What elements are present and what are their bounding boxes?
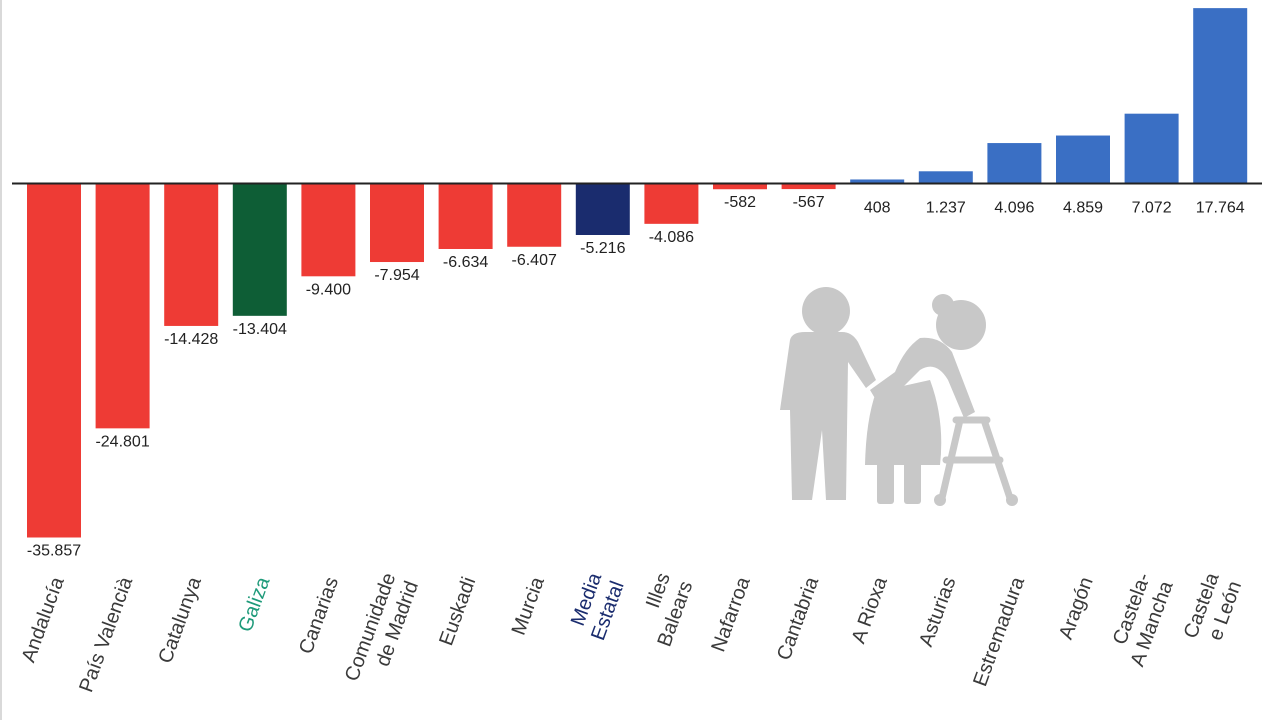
value-labels-group: -35.857 -24.801 -14.428 -13.404 -9.400 -7.954… <box>27 194 1245 559</box>
bar-value-label: -24.801 <box>95 433 149 450</box>
category-label: Asturias <box>915 574 960 649</box>
category-label: Catalunya <box>154 573 206 666</box>
bar-value-label: 408 <box>864 200 891 217</box>
category-label: Castelae León <box>1180 569 1247 649</box>
category-label-line: Andalucía <box>18 573 69 665</box>
bar <box>1056 135 1110 184</box>
category-label-line: País Valencià <box>75 573 137 695</box>
bar <box>575 183 630 235</box>
bar <box>438 183 493 249</box>
bar <box>1193 8 1248 184</box>
left-border <box>0 0 2 720</box>
bar <box>27 183 81 538</box>
category-label-line: Euskadi <box>435 574 480 648</box>
bar-value-label: 4.859 <box>1063 200 1103 217</box>
category-label: Galiza <box>234 573 274 635</box>
bar <box>232 183 287 316</box>
bars-group <box>27 8 1248 538</box>
category-label: Andalucía <box>18 573 69 665</box>
bar-value-label: -9.400 <box>306 281 351 298</box>
category-label-line: Aragón <box>1055 574 1098 642</box>
bar <box>507 183 562 247</box>
category-label-line: A Rioxa <box>848 573 893 646</box>
bar-value-label: 4.096 <box>994 200 1034 217</box>
bar-value-label: -35.857 <box>27 543 81 560</box>
category-label: Murcia <box>508 573 549 638</box>
category-label: Euskadi <box>435 574 480 648</box>
bar-value-label: -4.086 <box>649 229 694 246</box>
category-label: País Valencià <box>75 573 137 695</box>
bar <box>644 183 699 224</box>
category-label-line: Asturias <box>915 574 960 649</box>
bar-value-label: -6.407 <box>512 252 557 269</box>
bar-value-label: -5.216 <box>580 240 625 257</box>
category-label-line: Galiza <box>234 573 274 635</box>
bar-value-label: -7.954 <box>374 267 419 284</box>
bar <box>301 183 356 277</box>
category-label: Castela-A Mancha <box>1104 569 1178 669</box>
bar-value-label: -582 <box>724 194 756 211</box>
category-label-line: Nafarroa <box>707 573 755 654</box>
bar-value-label: -13.404 <box>233 321 287 338</box>
bar <box>918 171 973 184</box>
elderly-couple-walker-icon <box>780 287 1018 506</box>
bar <box>713 183 767 190</box>
category-label: A Rioxa <box>848 573 893 646</box>
category-label-line: Canarias <box>295 574 343 657</box>
bar <box>850 179 905 184</box>
category-label: Estremadura <box>969 573 1029 689</box>
category-label-line: Murcia <box>508 573 549 638</box>
category-label-line: Catalunya <box>154 573 206 666</box>
bar-value-label: 17.764 <box>1196 200 1245 217</box>
bar-value-label: -6.634 <box>443 254 488 271</box>
category-label-line: Cantabria <box>773 573 824 663</box>
bar <box>987 143 1042 184</box>
bar-value-label: 1.237 <box>926 200 966 217</box>
bar-value-label: -567 <box>793 194 825 211</box>
bar <box>370 183 424 263</box>
bar-value-label: 7.072 <box>1132 200 1172 217</box>
bar <box>1124 113 1179 184</box>
category-label: Aragón <box>1055 574 1098 642</box>
category-label-line: Estremadura <box>969 573 1029 689</box>
category-label: IllesBalears <box>631 570 697 649</box>
bar <box>781 183 836 190</box>
category-label: Cantabria <box>773 573 824 663</box>
bar-value-label: -14.428 <box>164 331 218 348</box>
category-label: MediaEstatal <box>565 569 629 643</box>
category-label: Canarias <box>295 574 343 657</box>
bar <box>95 183 150 429</box>
category-label: Comunidadede Madrid <box>341 570 423 692</box>
category-label: Nafarroa <box>707 573 755 654</box>
category-labels-group: Andalucía País Valencià Catalunya Galiza Can… <box>18 569 1247 695</box>
bar <box>164 183 219 326</box>
